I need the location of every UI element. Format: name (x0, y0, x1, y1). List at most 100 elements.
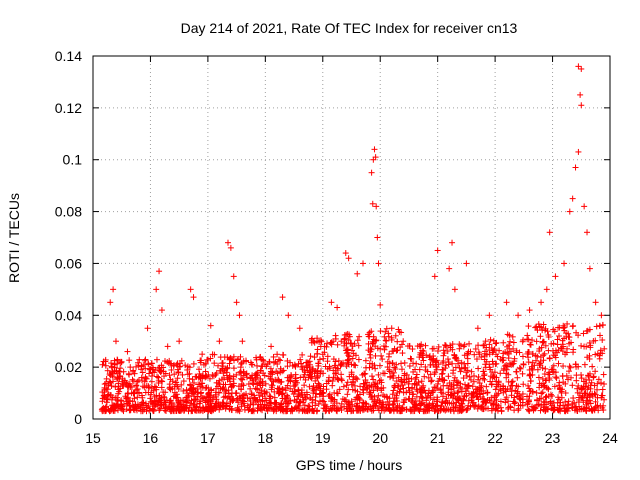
data-point (431, 273, 438, 280)
data-point (139, 383, 146, 390)
data-point (514, 374, 521, 381)
data-point (440, 352, 447, 359)
data-point (508, 382, 515, 389)
data-point (378, 401, 385, 408)
data-point (551, 328, 558, 335)
data-point (476, 380, 483, 387)
data-point (337, 362, 344, 369)
y-tick-label: 0 (74, 411, 82, 427)
data-point (448, 400, 455, 407)
data-point (542, 394, 549, 401)
data-point (525, 354, 532, 361)
x-tick-label: 15 (85, 430, 101, 446)
data-point (375, 260, 382, 267)
data-point (579, 385, 586, 392)
x-tick-label: 16 (143, 430, 159, 446)
data-point (541, 371, 548, 378)
data-point (247, 395, 254, 402)
data-point (559, 341, 566, 348)
data-point (558, 388, 565, 395)
data-point (420, 348, 427, 355)
data-point (338, 400, 345, 407)
data-point (136, 356, 143, 363)
data-point (589, 363, 596, 370)
data-point (449, 341, 456, 348)
data-point (258, 387, 265, 394)
data-point (109, 368, 116, 375)
data-point (497, 387, 504, 394)
data-point (125, 370, 132, 377)
data-point (530, 404, 537, 411)
y-tick-label: 0.08 (55, 204, 82, 220)
data-point (137, 404, 144, 411)
data-point (167, 386, 174, 393)
data-point (429, 400, 436, 407)
data-point (445, 385, 452, 392)
data-point (471, 351, 478, 358)
data-point (539, 389, 546, 396)
data-point (267, 368, 274, 375)
data-point (573, 363, 580, 370)
data-point (108, 363, 115, 370)
data-point (520, 361, 527, 368)
data-point (449, 394, 456, 401)
data-point (598, 379, 605, 386)
data-point (481, 341, 488, 348)
data-point (590, 338, 597, 345)
data-point (472, 345, 479, 352)
data-point (578, 65, 585, 72)
data-point (503, 299, 510, 306)
data-point (360, 387, 367, 394)
data-point (330, 367, 337, 374)
data-point (367, 345, 374, 352)
data-point (468, 368, 475, 375)
data-point (335, 357, 342, 364)
data-point (587, 385, 594, 392)
data-point (390, 405, 397, 412)
data-point (356, 391, 363, 398)
data-point (291, 383, 298, 390)
data-point (593, 323, 600, 330)
data-point (480, 342, 487, 349)
data-point (272, 358, 279, 365)
data-point (222, 381, 229, 388)
data-point (291, 397, 298, 404)
data-point (416, 366, 423, 373)
data-point (105, 391, 112, 398)
data-point (508, 361, 515, 368)
data-point (320, 383, 327, 390)
data-point (418, 378, 425, 385)
data-point (562, 351, 569, 358)
data-point (435, 378, 442, 385)
data-point (583, 397, 590, 404)
data-point (441, 350, 448, 357)
data-point (103, 375, 110, 382)
data-point (254, 407, 261, 414)
data-point (525, 336, 532, 343)
data-point (520, 336, 527, 343)
data-point (195, 381, 202, 388)
data-point (352, 387, 359, 394)
data-point (202, 385, 209, 392)
data-point (471, 372, 478, 379)
data-point (342, 250, 349, 257)
data-point (420, 357, 427, 364)
data-point (189, 376, 196, 383)
data-point (115, 386, 122, 393)
data-point (573, 377, 580, 384)
data-point (481, 376, 488, 383)
data-point (556, 384, 563, 391)
data-point (238, 370, 245, 377)
data-point (141, 378, 148, 385)
data-point (306, 407, 313, 414)
data-point (598, 394, 605, 401)
data-point (429, 357, 436, 364)
data-point (301, 402, 308, 409)
data-point (164, 343, 171, 350)
data-point (348, 347, 355, 354)
data-point (271, 394, 278, 401)
data-point (376, 362, 383, 369)
data-point (489, 358, 496, 365)
data-point (288, 407, 295, 414)
x-tick-label: 17 (200, 430, 216, 446)
